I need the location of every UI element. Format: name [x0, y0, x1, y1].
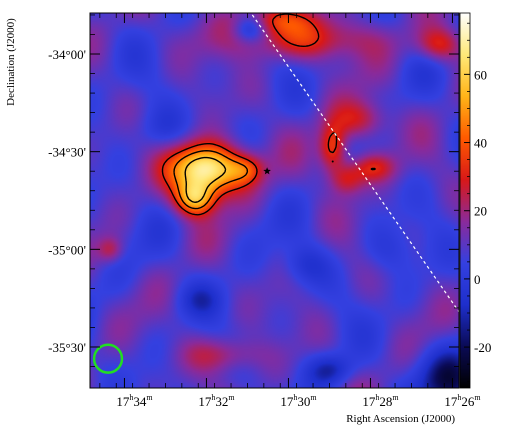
x-tick-label: 17h28m	[362, 393, 399, 409]
colorbar-frame	[459, 12, 471, 389]
colorbar-tick-label: 60	[474, 67, 487, 82]
x-axis-title: Right Ascension (J2000)	[346, 413, 455, 425]
star-marker	[263, 167, 271, 175]
x-tick-label: 17h30m	[280, 393, 317, 409]
galactic-plane-line	[251, 14, 459, 313]
colorbar-tick-label: -20	[474, 340, 491, 355]
contour-level-3	[184, 156, 227, 203]
y-axis: -34°00' -34°30' -35°00' -35°30'	[48, 14, 459, 367]
colorbar-ticks: -20 0 20 40 60	[464, 22, 491, 382]
colorbar-tick-label: 40	[474, 136, 487, 151]
colorbar-gradient	[460, 13, 470, 388]
x-tick-label: 17h26m	[444, 393, 481, 409]
y-axis-title: Declination (J2000)	[5, 18, 17, 106]
x-tick-label: 17h34m	[116, 393, 153, 409]
secondary-peak-dot	[331, 160, 334, 163]
y-tick-label: -34°00'	[48, 47, 86, 62]
colorbar: -20 0 20 40 60	[459, 12, 491, 389]
y-tick-label: -34°30'	[48, 145, 86, 160]
plot-frame	[89, 12, 460, 389]
heatmap-plot-area	[90, 13, 459, 388]
psf-circle	[92, 343, 124, 374]
colorbar-tick-label: 20	[474, 204, 487, 219]
x-axis: 17h34m 17h32m 17h30m 17h28m 17h26m	[99, 13, 481, 409]
y-tick-label: -35°30'	[48, 340, 86, 355]
contour-level-1	[161, 13, 376, 216]
contour-level-2	[173, 150, 249, 210]
heatmap-image	[90, 13, 459, 388]
contour-layer	[161, 13, 376, 216]
y-tick-label: -35°00'	[48, 242, 86, 257]
colorbar-tick-label: 0	[474, 272, 481, 287]
x-tick-label: 17h32m	[198, 393, 235, 409]
